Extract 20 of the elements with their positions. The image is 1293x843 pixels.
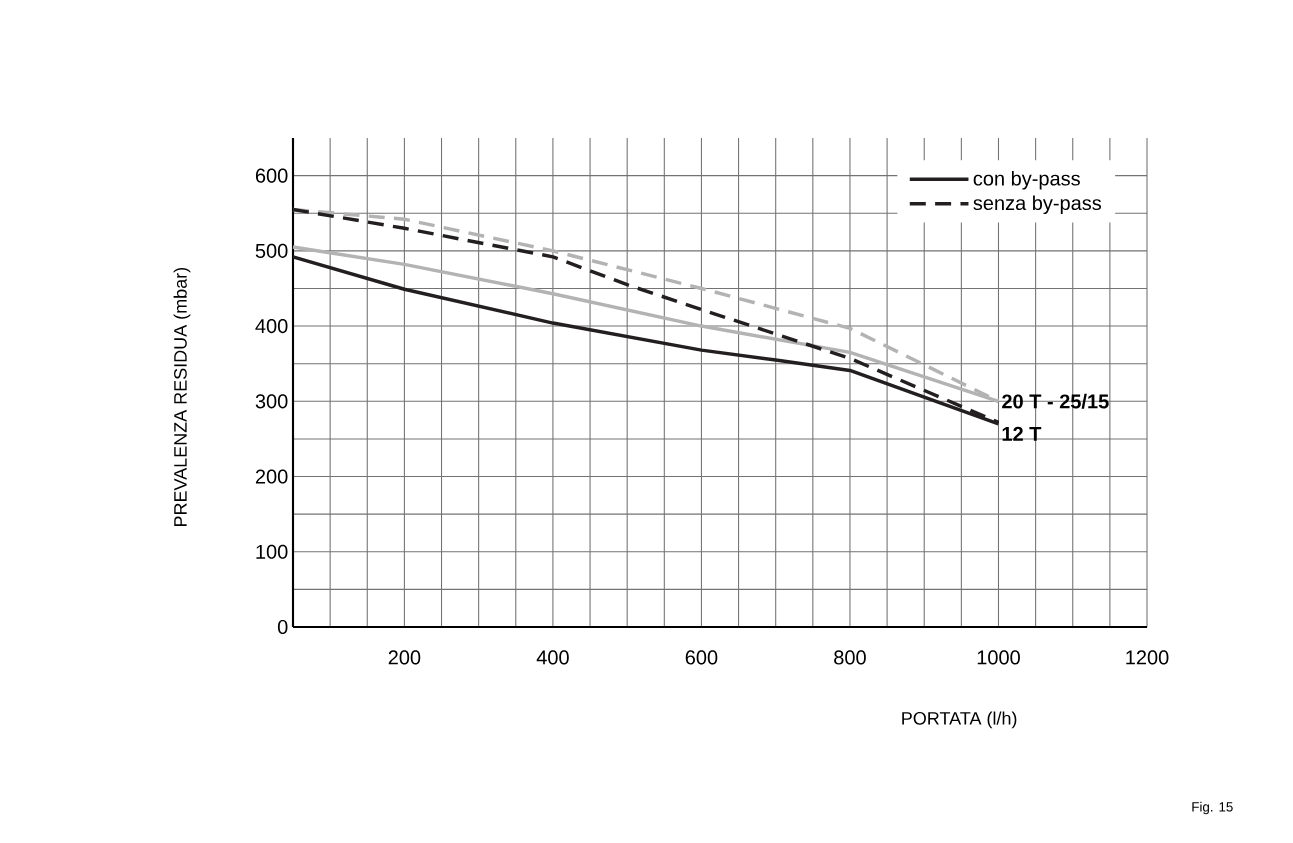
legend-label: con by-pass [973, 170, 1080, 190]
caption: Fig. 15 [1192, 801, 1233, 815]
x-tick-label: 200 [388, 650, 421, 665]
x-tick-label: 600 [685, 650, 718, 665]
y-tick-label: 0 [277, 619, 288, 635]
y-tick-label: 200 [255, 469, 288, 484]
y-tick-label: 600 [255, 168, 288, 183]
x-axis-title: PORTATA (l/h) [902, 711, 1017, 729]
annotation: 20 T - 25/15 [1002, 393, 1109, 409]
y-axis-title: PREVALENZA RESIDUA (mbar) [173, 267, 191, 527]
x-tick-label: 1200 [1126, 650, 1169, 665]
y-tick-label: 500 [255, 243, 288, 258]
legend-label: senza by-pass [973, 195, 1102, 215]
y-tick-label: 100 [256, 544, 288, 559]
annotation: 12 T [1002, 426, 1042, 441]
y-tick-label: 400 [255, 318, 288, 334]
x-tick-label: 800 [834, 650, 866, 665]
x-tick-label: 400 [536, 650, 569, 665]
x-tick-label: 1000 [977, 650, 1020, 665]
y-tick-label: 300 [255, 394, 288, 409]
